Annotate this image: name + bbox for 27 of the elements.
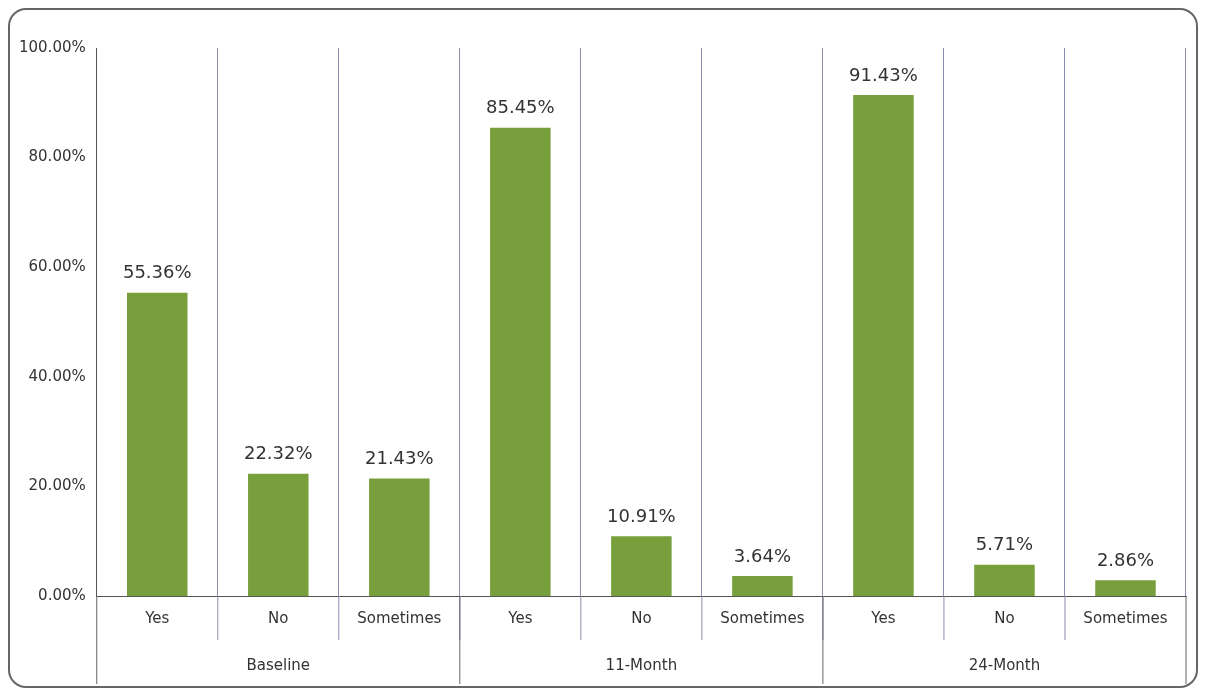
text: 11-Month [605, 655, 678, 674]
data-label: 10.91% [607, 504, 676, 526]
x-tick-label: Sometimes [720, 608, 805, 627]
y-tick-label: 80.00% [28, 147, 86, 166]
x-tick-label: Sometimes [1083, 608, 1168, 627]
data-label: 3.64% [733, 544, 791, 566]
data-label: 5.71% [975, 533, 1034, 555]
x-tick-label: No [994, 608, 1015, 627]
data-label: 91.43% [849, 63, 918, 85]
x-tick-label: Yes [870, 608, 896, 627]
x-tick-label: Yes [507, 608, 533, 627]
x-tick-label: Sometimes [357, 608, 442, 627]
data-label: 55.36% [122, 261, 192, 283]
y-tick-label: 40.00% [28, 366, 86, 385]
data-label: 85.45% [486, 96, 555, 118]
x-tick-label: No [268, 608, 289, 627]
text: 24-Month [968, 655, 1041, 674]
x-tick-label: Yes [144, 608, 170, 627]
data-label: 21.43% [364, 447, 434, 469]
data-label: 2.86% [1096, 549, 1155, 570]
y-tick-label: 0.00% [38, 585, 86, 604]
data-label: 22.32% [243, 442, 313, 464]
x-tick-label: No [631, 608, 652, 627]
text: Baseline [246, 655, 311, 674]
y-tick-label: 20.00% [28, 476, 86, 495]
y-tick-label: 60.00% [28, 257, 86, 276]
y-tick-label: 100.00% [18, 37, 86, 56]
